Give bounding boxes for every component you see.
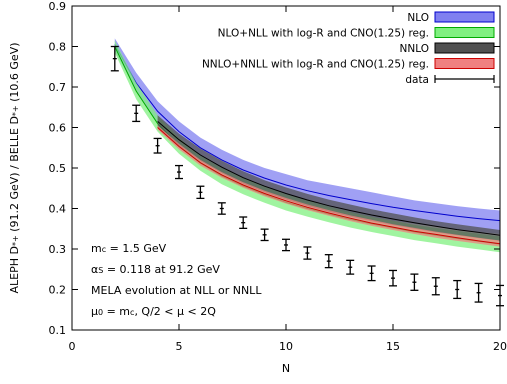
legend-swatch: [435, 43, 494, 53]
y-tick-label: 0.2: [49, 284, 67, 297]
legend-label: NLO+NLL with log-R and CNO(1.25) reg.: [218, 28, 429, 40]
y-tick-label: 0.4: [49, 203, 67, 216]
y-tick-label: 0.5: [49, 162, 67, 175]
y-tick-label: 0.1: [49, 324, 67, 337]
annotation-line: μ0 = mc, Q/2 < μ < 2Q: [91, 305, 216, 318]
legend-label: data: [405, 74, 429, 86]
legend-label: NNLO: [400, 43, 429, 55]
y-tick-label: 0.7: [49, 81, 67, 94]
x-axis-label: N: [282, 362, 290, 375]
y-axis-label: ALEPH D*+ (91.2 GeV) / BELLE D*+ (10.6 G…: [8, 42, 21, 293]
x-tick-label: 10: [279, 340, 293, 353]
legend-swatch: [435, 28, 494, 38]
annotation-block: mc = 1.5 GeV αS = 0.118 at 91.2 GeV MELA e…: [91, 242, 262, 318]
x-tick-label: 0: [69, 340, 76, 353]
legend-label: NLO: [407, 12, 429, 24]
annotation-line: MELA evolution at NLL or NNLL: [91, 284, 262, 297]
y-tick-label: 0.6: [49, 122, 67, 135]
x-tick-label: 5: [176, 340, 183, 353]
legend-label: NNLO+NNLL with log-R and CNO(1.25) reg.: [202, 59, 429, 71]
annotation-line: mc = 1.5 GeV: [91, 242, 167, 255]
legend: NLO NLO+NLL with log-R and CNO(1.25) reg.…: [202, 12, 494, 86]
legend-swatch: [435, 59, 494, 69]
legend-swatch: [435, 12, 494, 22]
x-tick-label: 20: [493, 340, 507, 353]
annotation-line: αS = 0.118 at 91.2 GeV: [91, 263, 220, 276]
y-tick-label: 0.8: [49, 41, 67, 54]
y-tick-label: 0.3: [49, 243, 67, 256]
y-tick-label: 0.9: [49, 0, 67, 13]
x-tick-label: 15: [386, 340, 400, 353]
